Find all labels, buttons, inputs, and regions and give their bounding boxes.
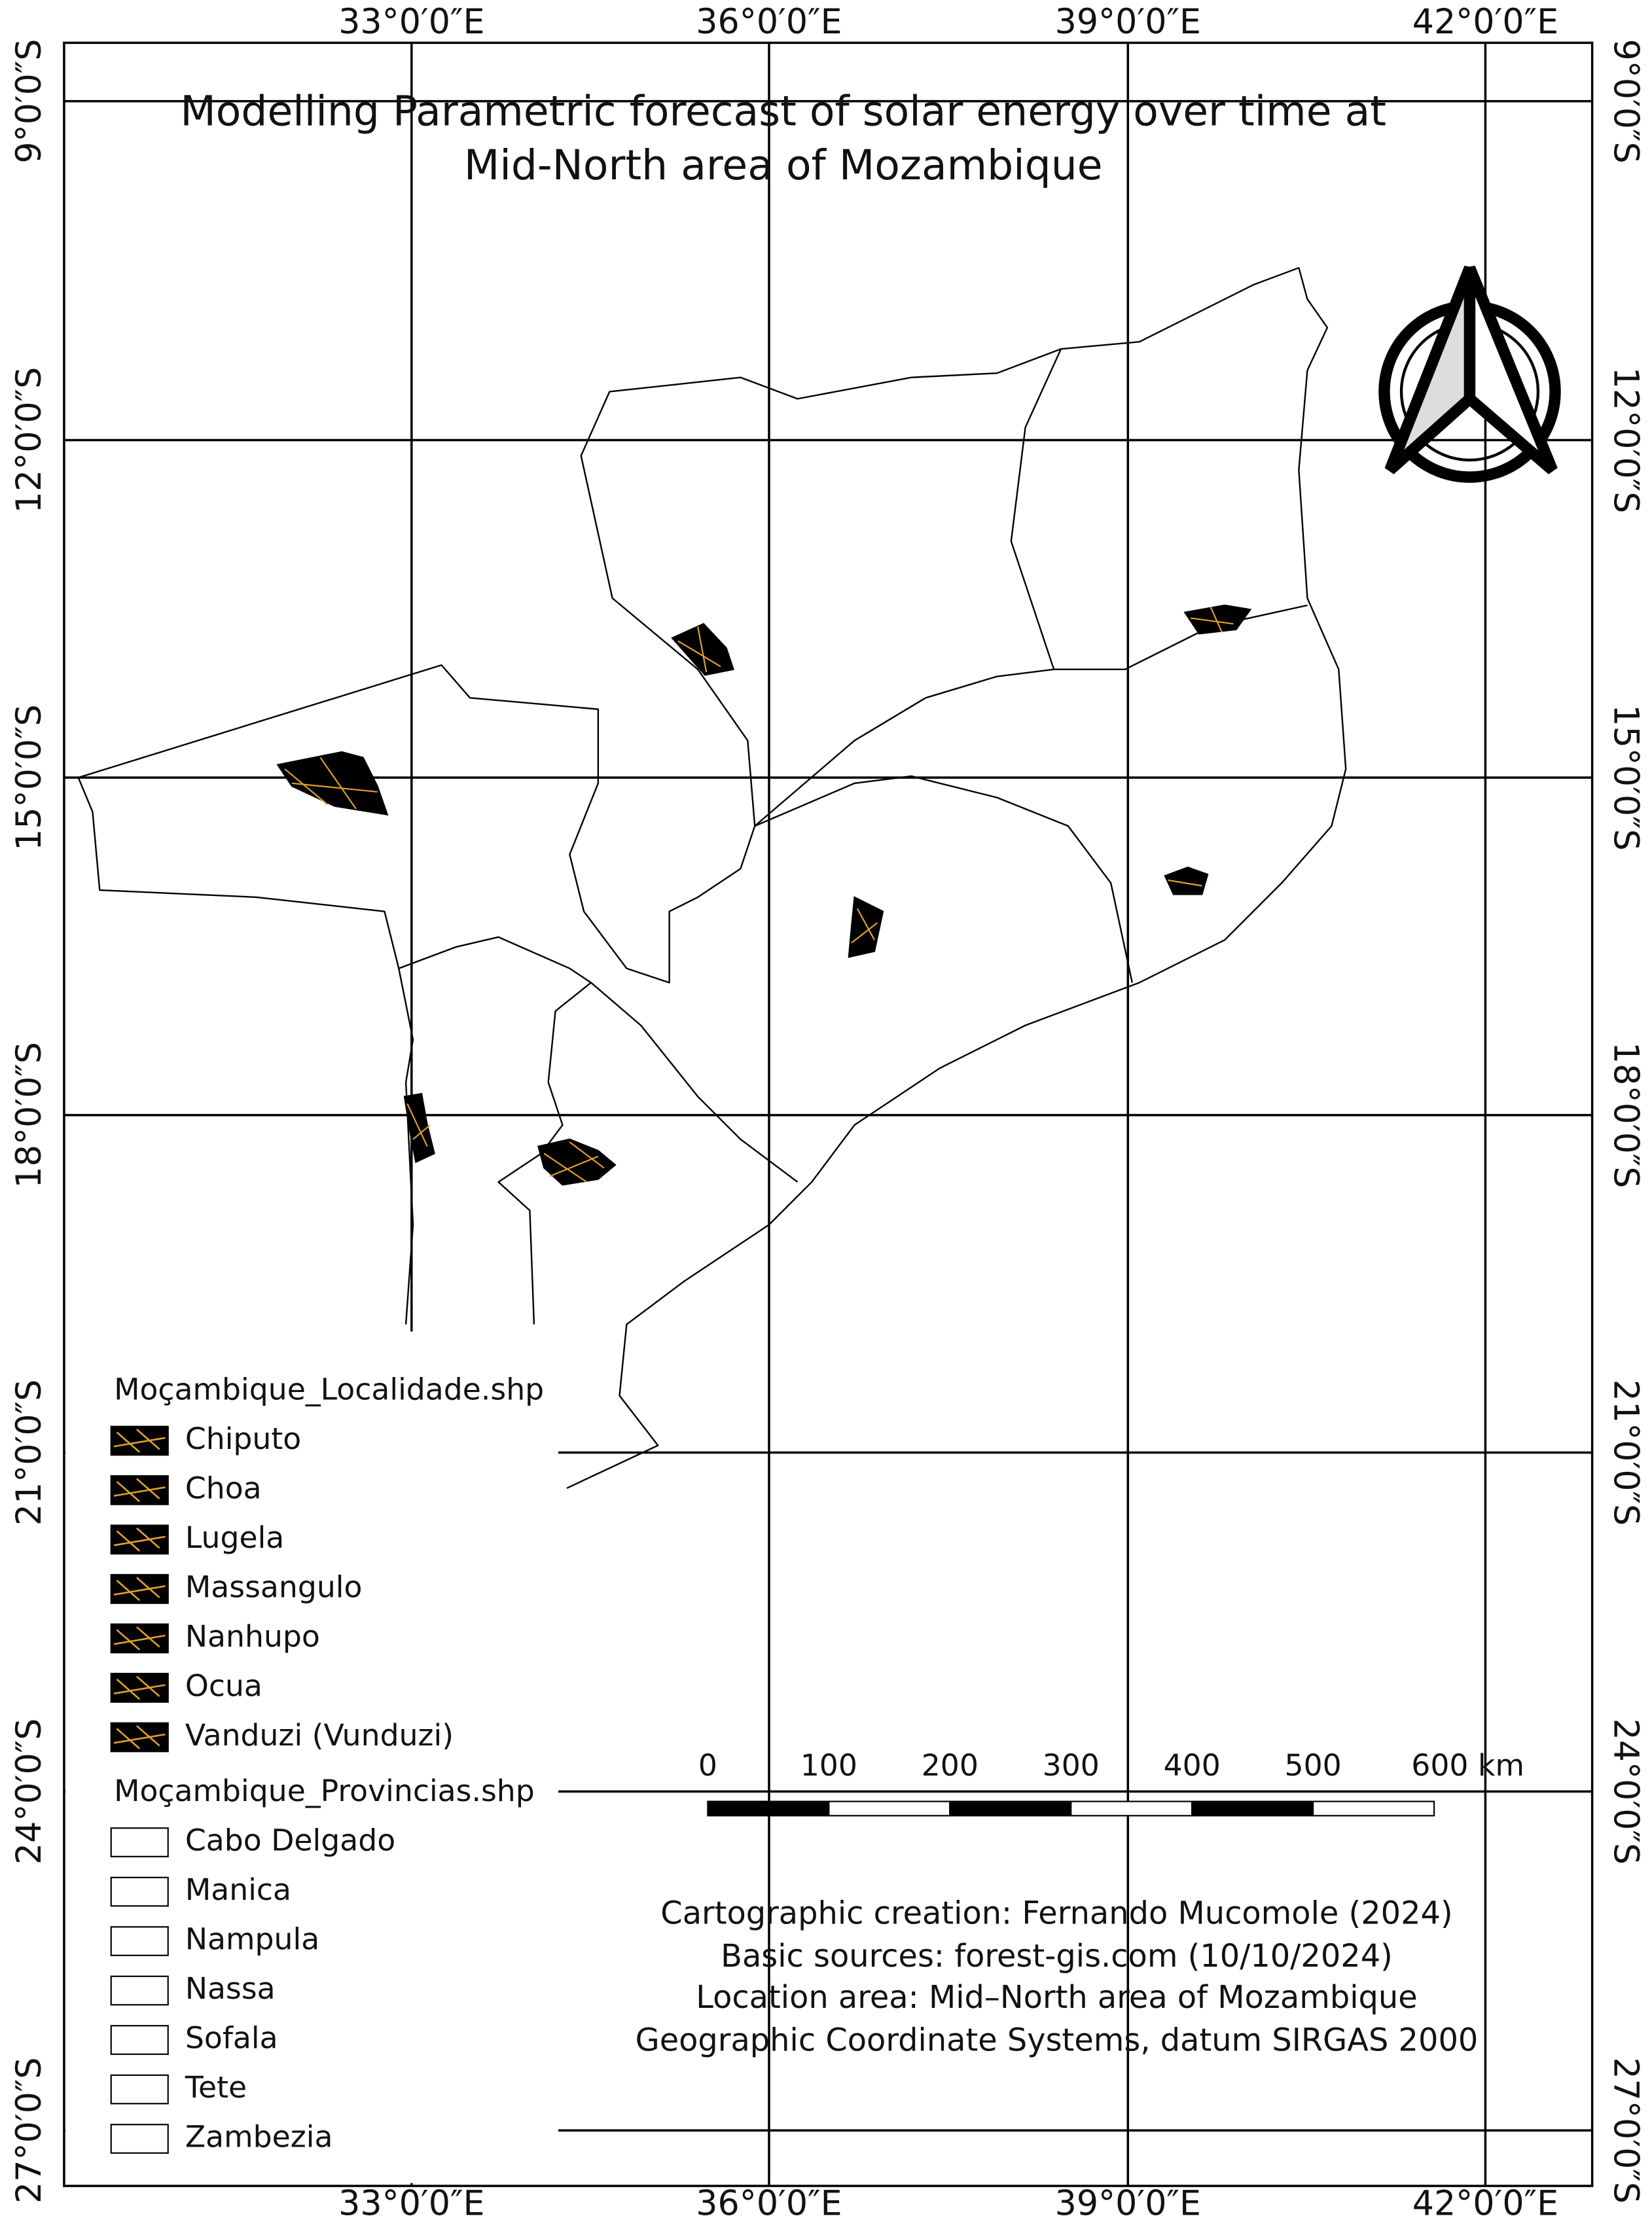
latitude-label: 24°0′0″S bbox=[10, 1719, 49, 1865]
legend-swatch bbox=[110, 2124, 169, 2154]
legend-label: Massangulo bbox=[185, 1569, 363, 1604]
credit-line: Geographic Coordinate Systems, datum SIR… bbox=[636, 2022, 1479, 2058]
tete-manica bbox=[398, 936, 592, 984]
zambezia-sofala bbox=[590, 982, 799, 1183]
legend-swatch-hatch bbox=[113, 1577, 166, 1601]
legend-label: Nassa bbox=[185, 1971, 276, 2006]
legend-label: Manica bbox=[185, 1872, 291, 1907]
legend-label: Nanhupo bbox=[185, 1619, 320, 1654]
localities bbox=[276, 604, 1252, 1186]
legend-label: Ocua bbox=[185, 1668, 262, 1703]
legend-swatch-hatch bbox=[113, 1429, 166, 1453]
longitude-label: 39°0′0″E bbox=[1055, 2185, 1201, 2224]
legend-label: Nampula bbox=[185, 1922, 319, 1957]
scale-label: 600 km bbox=[1411, 1748, 1524, 1783]
legend-swatch-hatch bbox=[113, 1626, 166, 1651]
latitude-label: 21°0′0″S bbox=[10, 1380, 49, 1526]
latitude-label: 12°0′0″S bbox=[10, 367, 49, 514]
map-title: Mid-North area of Mozambique bbox=[464, 141, 1103, 189]
locality-area bbox=[1183, 604, 1252, 635]
legend-title: Moçambique_Localidade.shp bbox=[114, 1372, 544, 1406]
legend-swatch-hatch bbox=[113, 1527, 166, 1552]
credit-line: Basic sources: forest-gis.com (10/10/202… bbox=[721, 1938, 1393, 1974]
scale-segment bbox=[828, 1800, 951, 1817]
legend-swatch-hatch bbox=[113, 1675, 166, 1700]
legend-label: Vanduzi (Vunduzi) bbox=[185, 1718, 454, 1753]
legend-swatch bbox=[110, 1623, 169, 1654]
legend-label: Chiputo bbox=[185, 1421, 301, 1456]
latitude-label: 18°0′0″S bbox=[1606, 1042, 1645, 1188]
legend-swatch bbox=[110, 2074, 169, 2105]
locality-area bbox=[537, 1138, 617, 1186]
legend-swatch-hatch bbox=[113, 1478, 166, 1503]
scale-label: 300 bbox=[1043, 1748, 1100, 1783]
longitude-label: 39°0′0″E bbox=[1055, 3, 1201, 42]
legend-label: Zambezia bbox=[185, 2120, 333, 2154]
map-frame bbox=[63, 41, 1594, 2187]
locality-area bbox=[276, 751, 389, 816]
scale-label: 0 bbox=[698, 1748, 717, 1783]
latitude-label: 27°0′0″S bbox=[10, 2057, 49, 2204]
longitude-label: 33°0′0″E bbox=[338, 3, 484, 42]
legend-swatch bbox=[110, 2025, 169, 2055]
scale-segment bbox=[1312, 1800, 1435, 1817]
latitude-label: 9°0′0″S bbox=[1606, 39, 1645, 163]
latitude-label: 9°0′0″S bbox=[10, 39, 49, 163]
latitude-label: 18°0′0″S bbox=[10, 1042, 49, 1188]
longitude-label: 42°0′0″E bbox=[1412, 2185, 1558, 2224]
scale-label: 200 bbox=[922, 1748, 979, 1783]
legend-label: Choa bbox=[185, 1471, 262, 1505]
map-title: Modelling Parametric forecast of solar e… bbox=[180, 86, 1386, 135]
credit-line: Cartographic creation: Fernando Mucomole… bbox=[660, 1896, 1452, 1932]
longitude-label: 36°0′0″E bbox=[696, 2185, 842, 2224]
scale-label: 100 bbox=[800, 1748, 857, 1783]
latitude-label: 15°0′0″S bbox=[10, 704, 49, 851]
locality-area bbox=[848, 896, 884, 958]
locality-area bbox=[403, 1092, 435, 1164]
latitude-label: 21°0′0″S bbox=[1606, 1380, 1645, 1526]
niassa-nampula bbox=[754, 668, 1054, 827]
latitude-label: 27°0′0″S bbox=[1606, 2057, 1645, 2204]
longitude-label: 42°0′0″E bbox=[1412, 3, 1558, 42]
provinces bbox=[77, 266, 1347, 1489]
credit-line: Location area: Mid–North area of Mozambi… bbox=[696, 1980, 1417, 2016]
nampula-zambezia bbox=[754, 775, 1133, 983]
legend-label: Cabo Delgado bbox=[185, 1823, 395, 1858]
scale-label: 400 bbox=[1164, 1748, 1221, 1783]
latitude-label: 12°0′0″S bbox=[1606, 367, 1645, 514]
manica-sofala bbox=[497, 982, 592, 1325]
latitude-label: 24°0′0″S bbox=[1606, 1719, 1645, 1865]
scale-bar: 0 100 200 300 400 500 600 km bbox=[698, 1748, 1524, 1817]
legend-label: Tete bbox=[185, 2070, 247, 2105]
scale-label: 500 bbox=[1285, 1748, 1342, 1783]
legend-swatch bbox=[110, 1876, 169, 1907]
locality-area bbox=[671, 622, 734, 676]
locality-area bbox=[1164, 866, 1209, 895]
legend-title: Moçambique_Provincias.shp bbox=[114, 1774, 535, 1808]
scale-segment bbox=[1070, 1800, 1193, 1817]
legend-swatch bbox=[110, 1975, 169, 2006]
legend: Moçambique_Localidade.shp Chiputo Choa Luge… bbox=[110, 1372, 544, 2154]
north-arrow bbox=[1378, 265, 1561, 483]
longitude-label: 33°0′0″E bbox=[338, 2185, 484, 2224]
legend-swatch-hatch bbox=[113, 1725, 166, 1749]
longitude-label: 36°0′0″E bbox=[696, 3, 842, 42]
legend-label: Lugela bbox=[185, 1520, 284, 1555]
legend-label: Sofala bbox=[185, 2021, 278, 2056]
country-outline bbox=[78, 266, 1347, 1489]
legend-background bbox=[65, 1331, 558, 2183]
scale-segment bbox=[949, 1800, 1072, 1817]
tete-west bbox=[77, 777, 414, 1325]
scale-segment bbox=[1191, 1800, 1314, 1817]
scale-segment bbox=[707, 1800, 830, 1817]
legend-swatch bbox=[110, 1926, 169, 1956]
latitude-label: 15°0′0″S bbox=[1606, 704, 1645, 851]
north-arrow-right bbox=[1463, 265, 1558, 474]
legend-swatch bbox=[110, 1827, 169, 1857]
graticule-labels: 33°0′0″E 33°0′0″E 36°0′0″E 36°0′0″E 39°0′0″E… bbox=[10, 3, 1645, 2223]
